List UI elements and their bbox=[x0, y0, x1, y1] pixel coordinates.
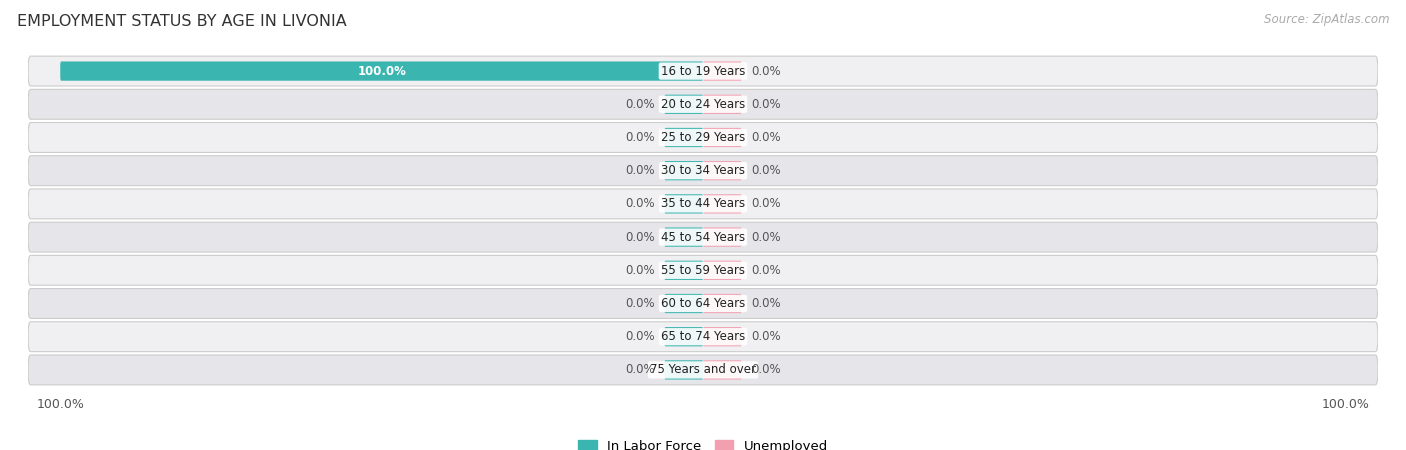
FancyBboxPatch shape bbox=[665, 128, 703, 147]
FancyBboxPatch shape bbox=[703, 294, 741, 313]
Text: 16 to 19 Years: 16 to 19 Years bbox=[661, 65, 745, 77]
FancyBboxPatch shape bbox=[28, 90, 1378, 119]
FancyBboxPatch shape bbox=[703, 161, 741, 180]
FancyBboxPatch shape bbox=[28, 288, 1378, 319]
FancyBboxPatch shape bbox=[703, 261, 741, 280]
FancyBboxPatch shape bbox=[703, 62, 741, 81]
Text: 75 Years and over: 75 Years and over bbox=[650, 364, 756, 376]
FancyBboxPatch shape bbox=[703, 227, 741, 247]
Text: 0.0%: 0.0% bbox=[751, 230, 780, 243]
Text: 0.0%: 0.0% bbox=[751, 98, 780, 111]
Text: 0.0%: 0.0% bbox=[626, 364, 655, 376]
FancyBboxPatch shape bbox=[665, 327, 703, 346]
Text: 0.0%: 0.0% bbox=[751, 364, 780, 376]
Text: Source: ZipAtlas.com: Source: ZipAtlas.com bbox=[1264, 14, 1389, 27]
FancyBboxPatch shape bbox=[665, 227, 703, 247]
Text: 0.0%: 0.0% bbox=[626, 164, 655, 177]
FancyBboxPatch shape bbox=[28, 355, 1378, 385]
FancyBboxPatch shape bbox=[28, 56, 1378, 86]
FancyBboxPatch shape bbox=[28, 189, 1378, 219]
Text: 20 to 24 Years: 20 to 24 Years bbox=[661, 98, 745, 111]
FancyBboxPatch shape bbox=[665, 294, 703, 313]
FancyBboxPatch shape bbox=[60, 62, 703, 81]
FancyBboxPatch shape bbox=[28, 156, 1378, 186]
Text: 0.0%: 0.0% bbox=[626, 98, 655, 111]
Text: 0.0%: 0.0% bbox=[751, 131, 780, 144]
Text: 0.0%: 0.0% bbox=[626, 131, 655, 144]
FancyBboxPatch shape bbox=[665, 94, 703, 114]
Text: 0.0%: 0.0% bbox=[751, 164, 780, 177]
FancyBboxPatch shape bbox=[703, 128, 741, 147]
Text: 0.0%: 0.0% bbox=[626, 330, 655, 343]
Text: 0.0%: 0.0% bbox=[626, 230, 655, 243]
Text: 30 to 34 Years: 30 to 34 Years bbox=[661, 164, 745, 177]
FancyBboxPatch shape bbox=[703, 94, 741, 114]
Text: 65 to 74 Years: 65 to 74 Years bbox=[661, 330, 745, 343]
Text: 0.0%: 0.0% bbox=[626, 264, 655, 277]
Text: 0.0%: 0.0% bbox=[751, 198, 780, 211]
Text: 60 to 64 Years: 60 to 64 Years bbox=[661, 297, 745, 310]
FancyBboxPatch shape bbox=[665, 360, 703, 379]
Text: 0.0%: 0.0% bbox=[626, 198, 655, 211]
Text: 25 to 29 Years: 25 to 29 Years bbox=[661, 131, 745, 144]
FancyBboxPatch shape bbox=[28, 322, 1378, 351]
FancyBboxPatch shape bbox=[703, 360, 741, 379]
FancyBboxPatch shape bbox=[28, 122, 1378, 153]
FancyBboxPatch shape bbox=[665, 261, 703, 280]
Text: 100.0%: 100.0% bbox=[357, 65, 406, 77]
Text: 35 to 44 Years: 35 to 44 Years bbox=[661, 198, 745, 211]
FancyBboxPatch shape bbox=[703, 327, 741, 346]
Text: 0.0%: 0.0% bbox=[751, 65, 780, 77]
Text: EMPLOYMENT STATUS BY AGE IN LIVONIA: EMPLOYMENT STATUS BY AGE IN LIVONIA bbox=[17, 14, 347, 28]
FancyBboxPatch shape bbox=[665, 161, 703, 180]
Text: 0.0%: 0.0% bbox=[626, 297, 655, 310]
Legend: In Labor Force, Unemployed: In Labor Force, Unemployed bbox=[578, 440, 828, 450]
Text: 0.0%: 0.0% bbox=[751, 264, 780, 277]
Text: 0.0%: 0.0% bbox=[751, 297, 780, 310]
Text: 0.0%: 0.0% bbox=[751, 330, 780, 343]
FancyBboxPatch shape bbox=[28, 222, 1378, 252]
FancyBboxPatch shape bbox=[703, 194, 741, 214]
Text: 55 to 59 Years: 55 to 59 Years bbox=[661, 264, 745, 277]
Text: 45 to 54 Years: 45 to 54 Years bbox=[661, 230, 745, 243]
FancyBboxPatch shape bbox=[28, 255, 1378, 285]
FancyBboxPatch shape bbox=[665, 194, 703, 214]
